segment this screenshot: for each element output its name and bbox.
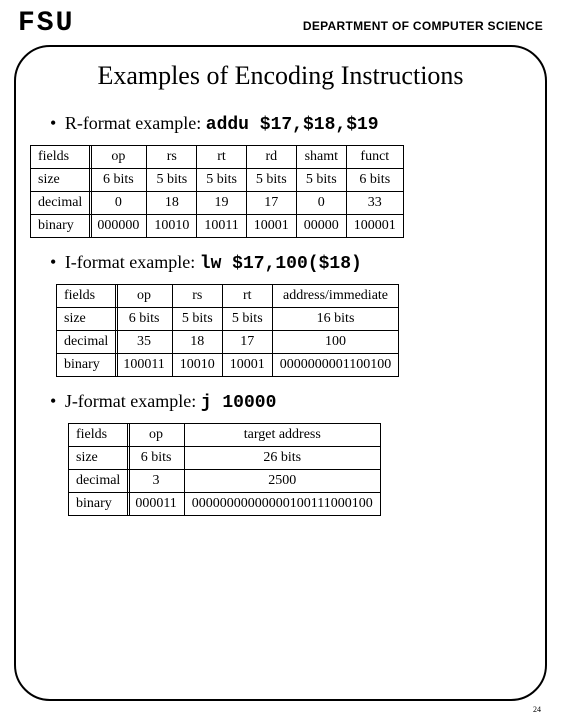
cell: 10010 (172, 354, 222, 377)
cell: 5 bits (246, 169, 296, 192)
page-number: 24 (533, 705, 541, 714)
table-row: binary 000011 00000000000000100111000100 (69, 493, 381, 516)
table-row: fields op target address (69, 424, 381, 447)
header: FSU DEPARTMENT OF COMPUTER SCIENCE (0, 0, 561, 45)
bullet-dot: • (50, 252, 56, 272)
j-format-code: j 10000 (201, 393, 277, 413)
i-format-code: lw $17,100($18) (200, 254, 362, 274)
cell: fields (69, 424, 128, 447)
cell: 17 (246, 192, 296, 215)
cell: 0 (296, 192, 346, 215)
cell: 6 bits (90, 169, 147, 192)
j-format-heading: • J-format example: j 10000 (50, 391, 533, 413)
cell: binary (69, 493, 128, 516)
i-format-heading: • I-format example: lw $17,100($18) (50, 252, 533, 274)
cell: rd (246, 146, 296, 169)
cell: 5 bits (147, 169, 197, 192)
cell: 6 bits (128, 447, 184, 470)
bullet-dot: • (50, 113, 56, 133)
page-title: Examples of Encoding Instructions (28, 61, 533, 91)
cell: address/immediate (272, 285, 398, 308)
cell: decimal (57, 331, 116, 354)
i-format-table: fields op rs rt address/immediate size 6… (56, 284, 399, 377)
cell: 10010 (147, 215, 197, 238)
cell: 33 (346, 192, 403, 215)
logo: FSU (18, 8, 74, 39)
cell: funct (346, 146, 403, 169)
cell: 000000 (90, 215, 147, 238)
table-row: binary 000000 10010 10011 10001 00000 10… (31, 215, 404, 238)
r-format-prefix: R-format example: (65, 113, 206, 133)
cell: 3 (128, 470, 184, 493)
department-label: DEPARTMENT OF COMPUTER SCIENCE (303, 19, 543, 33)
cell: rt (222, 285, 272, 308)
table-row: size 6 bits 26 bits (69, 447, 381, 470)
cell: op (90, 146, 147, 169)
table-row: size 6 bits 5 bits 5 bits 5 bits 5 bits … (31, 169, 404, 192)
bullet-dot: • (50, 391, 56, 411)
cell: 19 (197, 192, 246, 215)
cell: fields (57, 285, 116, 308)
cell: 5 bits (222, 308, 272, 331)
cell: binary (57, 354, 116, 377)
table-row: size 6 bits 5 bits 5 bits 16 bits (57, 308, 399, 331)
cell: decimal (31, 192, 90, 215)
cell: 000011 (128, 493, 184, 516)
cell: 5 bits (172, 308, 222, 331)
cell: shamt (296, 146, 346, 169)
cell: 10001 (222, 354, 272, 377)
j-format-table: fields op target address size 6 bits 26 … (68, 423, 381, 516)
cell: 10001 (246, 215, 296, 238)
table-row: decimal 3 2500 (69, 470, 381, 493)
j-format-prefix: J-format example: (65, 391, 201, 411)
cell: target address (184, 424, 380, 447)
cell: op (116, 285, 172, 308)
cell: rs (172, 285, 222, 308)
cell: 18 (147, 192, 197, 215)
cell: 00000000000000100111000100 (184, 493, 380, 516)
cell: binary (31, 215, 90, 238)
cell: op (128, 424, 184, 447)
cell: size (69, 447, 128, 470)
table-row: fields op rs rt rd shamt funct (31, 146, 404, 169)
cell: 10011 (197, 215, 246, 238)
cell: size (57, 308, 116, 331)
cell: 6 bits (346, 169, 403, 192)
content-frame: Examples of Encoding Instructions • R-fo… (14, 45, 547, 701)
table-row: decimal 35 18 17 100 (57, 331, 399, 354)
cell: 0000000001100100 (272, 354, 398, 377)
cell: 16 bits (272, 308, 398, 331)
cell: 35 (116, 331, 172, 354)
cell: 00000 (296, 215, 346, 238)
cell: rt (197, 146, 246, 169)
cell: rs (147, 146, 197, 169)
cell: 100011 (116, 354, 172, 377)
cell: 100001 (346, 215, 403, 238)
table-row: binary 100011 10010 10001 00000000011001… (57, 354, 399, 377)
cell: 26 bits (184, 447, 380, 470)
cell: 5 bits (197, 169, 246, 192)
cell: 18 (172, 331, 222, 354)
r-format-heading: • R-format example: addu $17,$18,$19 (50, 113, 533, 135)
table-row: fields op rs rt address/immediate (57, 285, 399, 308)
table-row: decimal 0 18 19 17 0 33 (31, 192, 404, 215)
i-format-prefix: I-format example: (65, 252, 200, 272)
cell: decimal (69, 470, 128, 493)
cell: fields (31, 146, 90, 169)
cell: 2500 (184, 470, 380, 493)
cell: size (31, 169, 90, 192)
cell: 6 bits (116, 308, 172, 331)
cell: 17 (222, 331, 272, 354)
r-format-table: fields op rs rt rd shamt funct size 6 bi… (30, 145, 404, 238)
cell: 0 (90, 192, 147, 215)
cell: 5 bits (296, 169, 346, 192)
cell: 100 (272, 331, 398, 354)
r-format-code: addu $17,$18,$19 (206, 115, 379, 135)
